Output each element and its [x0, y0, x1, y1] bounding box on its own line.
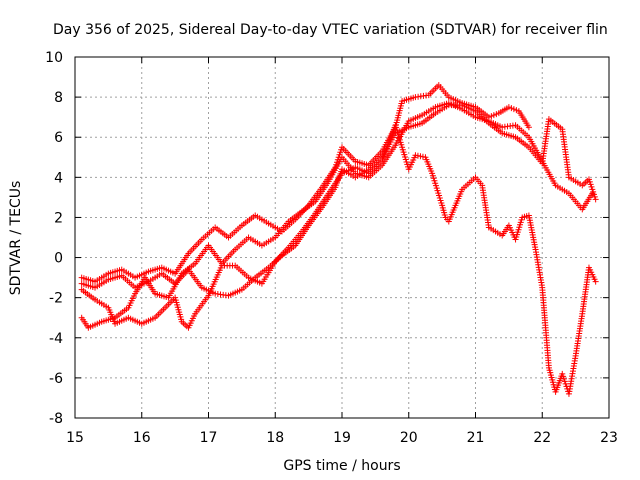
trace-d-point	[592, 278, 599, 285]
trace-d-point	[412, 152, 419, 159]
trace-d-point	[561, 378, 568, 385]
y-axis-label: SDTVAR / TECUs	[8, 181, 24, 296]
trace-d-point	[560, 375, 567, 382]
trace-c-point	[590, 188, 597, 195]
trace-d-point	[417, 153, 424, 160]
y-tick-label: 6	[54, 130, 63, 146]
trace-a-point	[493, 111, 500, 118]
trace-c-point	[589, 186, 596, 193]
x-tick-label: 18	[266, 430, 284, 446]
trace-a-point	[525, 124, 532, 131]
plot-frame	[74, 56, 610, 419]
trace-c-point	[585, 176, 592, 183]
chart-title: Day 356 of 2025, Sidereal Day-to-day VTE…	[53, 22, 608, 38]
trace-a-point	[513, 107, 520, 114]
x-tick-label: 23	[600, 430, 618, 446]
y-tick-label: -6	[49, 371, 63, 387]
y-tick-label: -8	[49, 411, 63, 427]
trace-c-point	[592, 196, 599, 203]
x-tick-label: 20	[400, 430, 418, 446]
axis-ticks: 15 16 17 18 19 20 21 22 23 -8 -6 -4 -2 0 2 4 6 8 10	[45, 50, 618, 446]
trace-d-point	[419, 153, 426, 160]
trace-c-point	[590, 191, 597, 198]
x-tick-label: 21	[467, 430, 485, 446]
x-tick-label: 16	[133, 430, 151, 446]
y-tick-label: 8	[54, 90, 63, 106]
trace-c-point	[588, 183, 595, 190]
y-tick-label: 0	[54, 251, 63, 267]
trace-c-point	[587, 181, 594, 188]
trace-a-point	[508, 105, 515, 112]
grid-lines	[75, 57, 609, 418]
trace-c-point	[586, 178, 593, 185]
trace-a-point	[505, 104, 512, 111]
y-tick-label: 4	[54, 170, 63, 186]
trace-a-point	[490, 112, 497, 119]
trace-d-point	[414, 152, 421, 159]
x-tick-label: 15	[66, 430, 84, 446]
trace-a-point	[336, 151, 343, 158]
trace-a-point	[488, 113, 495, 120]
trace-a-point	[510, 106, 517, 113]
x-axis-label: GPS time / hours	[283, 458, 400, 474]
trace-c-point	[591, 193, 598, 200]
x-tick-label: 19	[333, 430, 351, 446]
trace-d-point	[559, 370, 566, 377]
y-tick-label: -4	[49, 331, 63, 347]
trace-a-point	[337, 149, 344, 156]
x-tick-label: 17	[200, 430, 218, 446]
data-points	[78, 82, 599, 397]
y-tick-label: 10	[45, 50, 63, 66]
y-tick-label: 2	[54, 210, 63, 226]
y-tick-label: -2	[49, 291, 63, 307]
x-tick-label: 22	[533, 430, 551, 446]
trace-d-point	[562, 380, 569, 387]
trace-a-point	[338, 146, 345, 153]
trace-d-point	[560, 373, 567, 380]
